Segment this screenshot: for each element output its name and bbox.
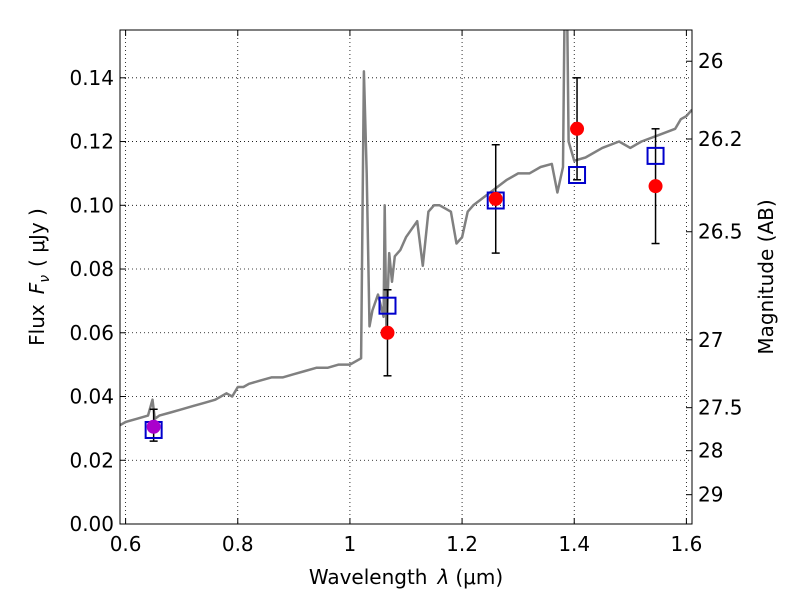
y2-axis: 26 26.2 26.5 27 27.5 28 29 — [686, 49, 743, 507]
y-axis-label-symbol: F — [25, 282, 49, 294]
x-axis: 0.6 0.8 1 1.2 1.4 1.6 — [110, 30, 702, 556]
x-axis-label-symbol: λ — [437, 565, 450, 589]
observed-point — [146, 419, 161, 434]
y2-tick-label: 26.5 — [698, 220, 743, 244]
y-tick-label: 0.14 — [69, 66, 114, 90]
model-point — [568, 166, 587, 185]
x-tick-label: 0.6 — [110, 532, 142, 556]
y-tick-label: 0.12 — [69, 130, 114, 154]
y2-axis-label: Magnitude (AB) — [754, 199, 778, 354]
plot-frame — [119, 29, 693, 525]
plot-background — [120, 30, 692, 524]
observed-point — [570, 121, 585, 136]
y-tick-label: 0.04 — [69, 385, 114, 409]
y-axis-label-unit: ( μJy ) — [25, 208, 49, 267]
y-tick-label: 0.08 — [69, 257, 114, 281]
y-tick-label: 0.00 — [69, 512, 114, 536]
spectrum-line — [120, 30, 692, 427]
x-axis-label: Wavelength λ (μm) — [309, 565, 503, 589]
observed-point — [380, 325, 395, 340]
y2-tick-label: 27 — [698, 328, 723, 352]
x-tick-label: 1 — [344, 532, 357, 556]
y-tick-label: 0.02 — [69, 448, 114, 472]
y-axis-label: Flux Fν ( μJy ) — [25, 208, 53, 346]
y2-tick-label: 29 — [698, 483, 723, 507]
observed-point — [648, 179, 663, 194]
data-points — [144, 121, 665, 439]
y2-tick-label: 27.5 — [698, 396, 743, 420]
observed-point — [488, 191, 503, 206]
y-axis: 0.00 0.02 0.04 0.06 0.08 0.10 0.12 0.14 — [69, 66, 126, 536]
x-axis-label-unit: (μm) — [455, 565, 503, 589]
y-axis-label-subscript: ν — [37, 275, 53, 283]
x-tick-label: 1.6 — [670, 532, 702, 556]
x-axis-label-prefix: Wavelength — [309, 565, 428, 589]
y2-tick-label: 26.2 — [698, 127, 743, 151]
x-tick-label: 1.4 — [558, 532, 590, 556]
plot-marks — [120, 30, 692, 427]
y-axis-label-prefix: Flux — [25, 304, 49, 346]
model-point — [378, 296, 397, 315]
y-tick-label: 0.06 — [69, 321, 114, 345]
model-point — [646, 146, 665, 165]
x-tick-label: 1.2 — [446, 532, 478, 556]
y2-tick-label: 28 — [698, 439, 723, 463]
y-tick-label: 0.10 — [69, 193, 114, 217]
y2-tick-label: 26 — [698, 49, 723, 73]
x-tick-label: 0.8 — [222, 532, 254, 556]
